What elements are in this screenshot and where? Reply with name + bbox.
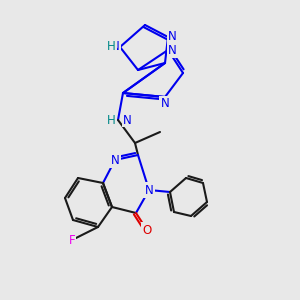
Text: H: H <box>107 40 116 53</box>
Text: N: N <box>168 31 177 44</box>
Text: N: N <box>160 97 169 110</box>
Text: N: N <box>123 113 132 127</box>
Text: O: O <box>142 224 152 236</box>
Text: N: N <box>111 154 119 166</box>
Text: N: N <box>111 40 120 53</box>
Text: H: H <box>107 113 116 127</box>
Text: F: F <box>69 233 75 247</box>
Text: N: N <box>168 44 177 56</box>
Text: N: N <box>145 184 153 196</box>
